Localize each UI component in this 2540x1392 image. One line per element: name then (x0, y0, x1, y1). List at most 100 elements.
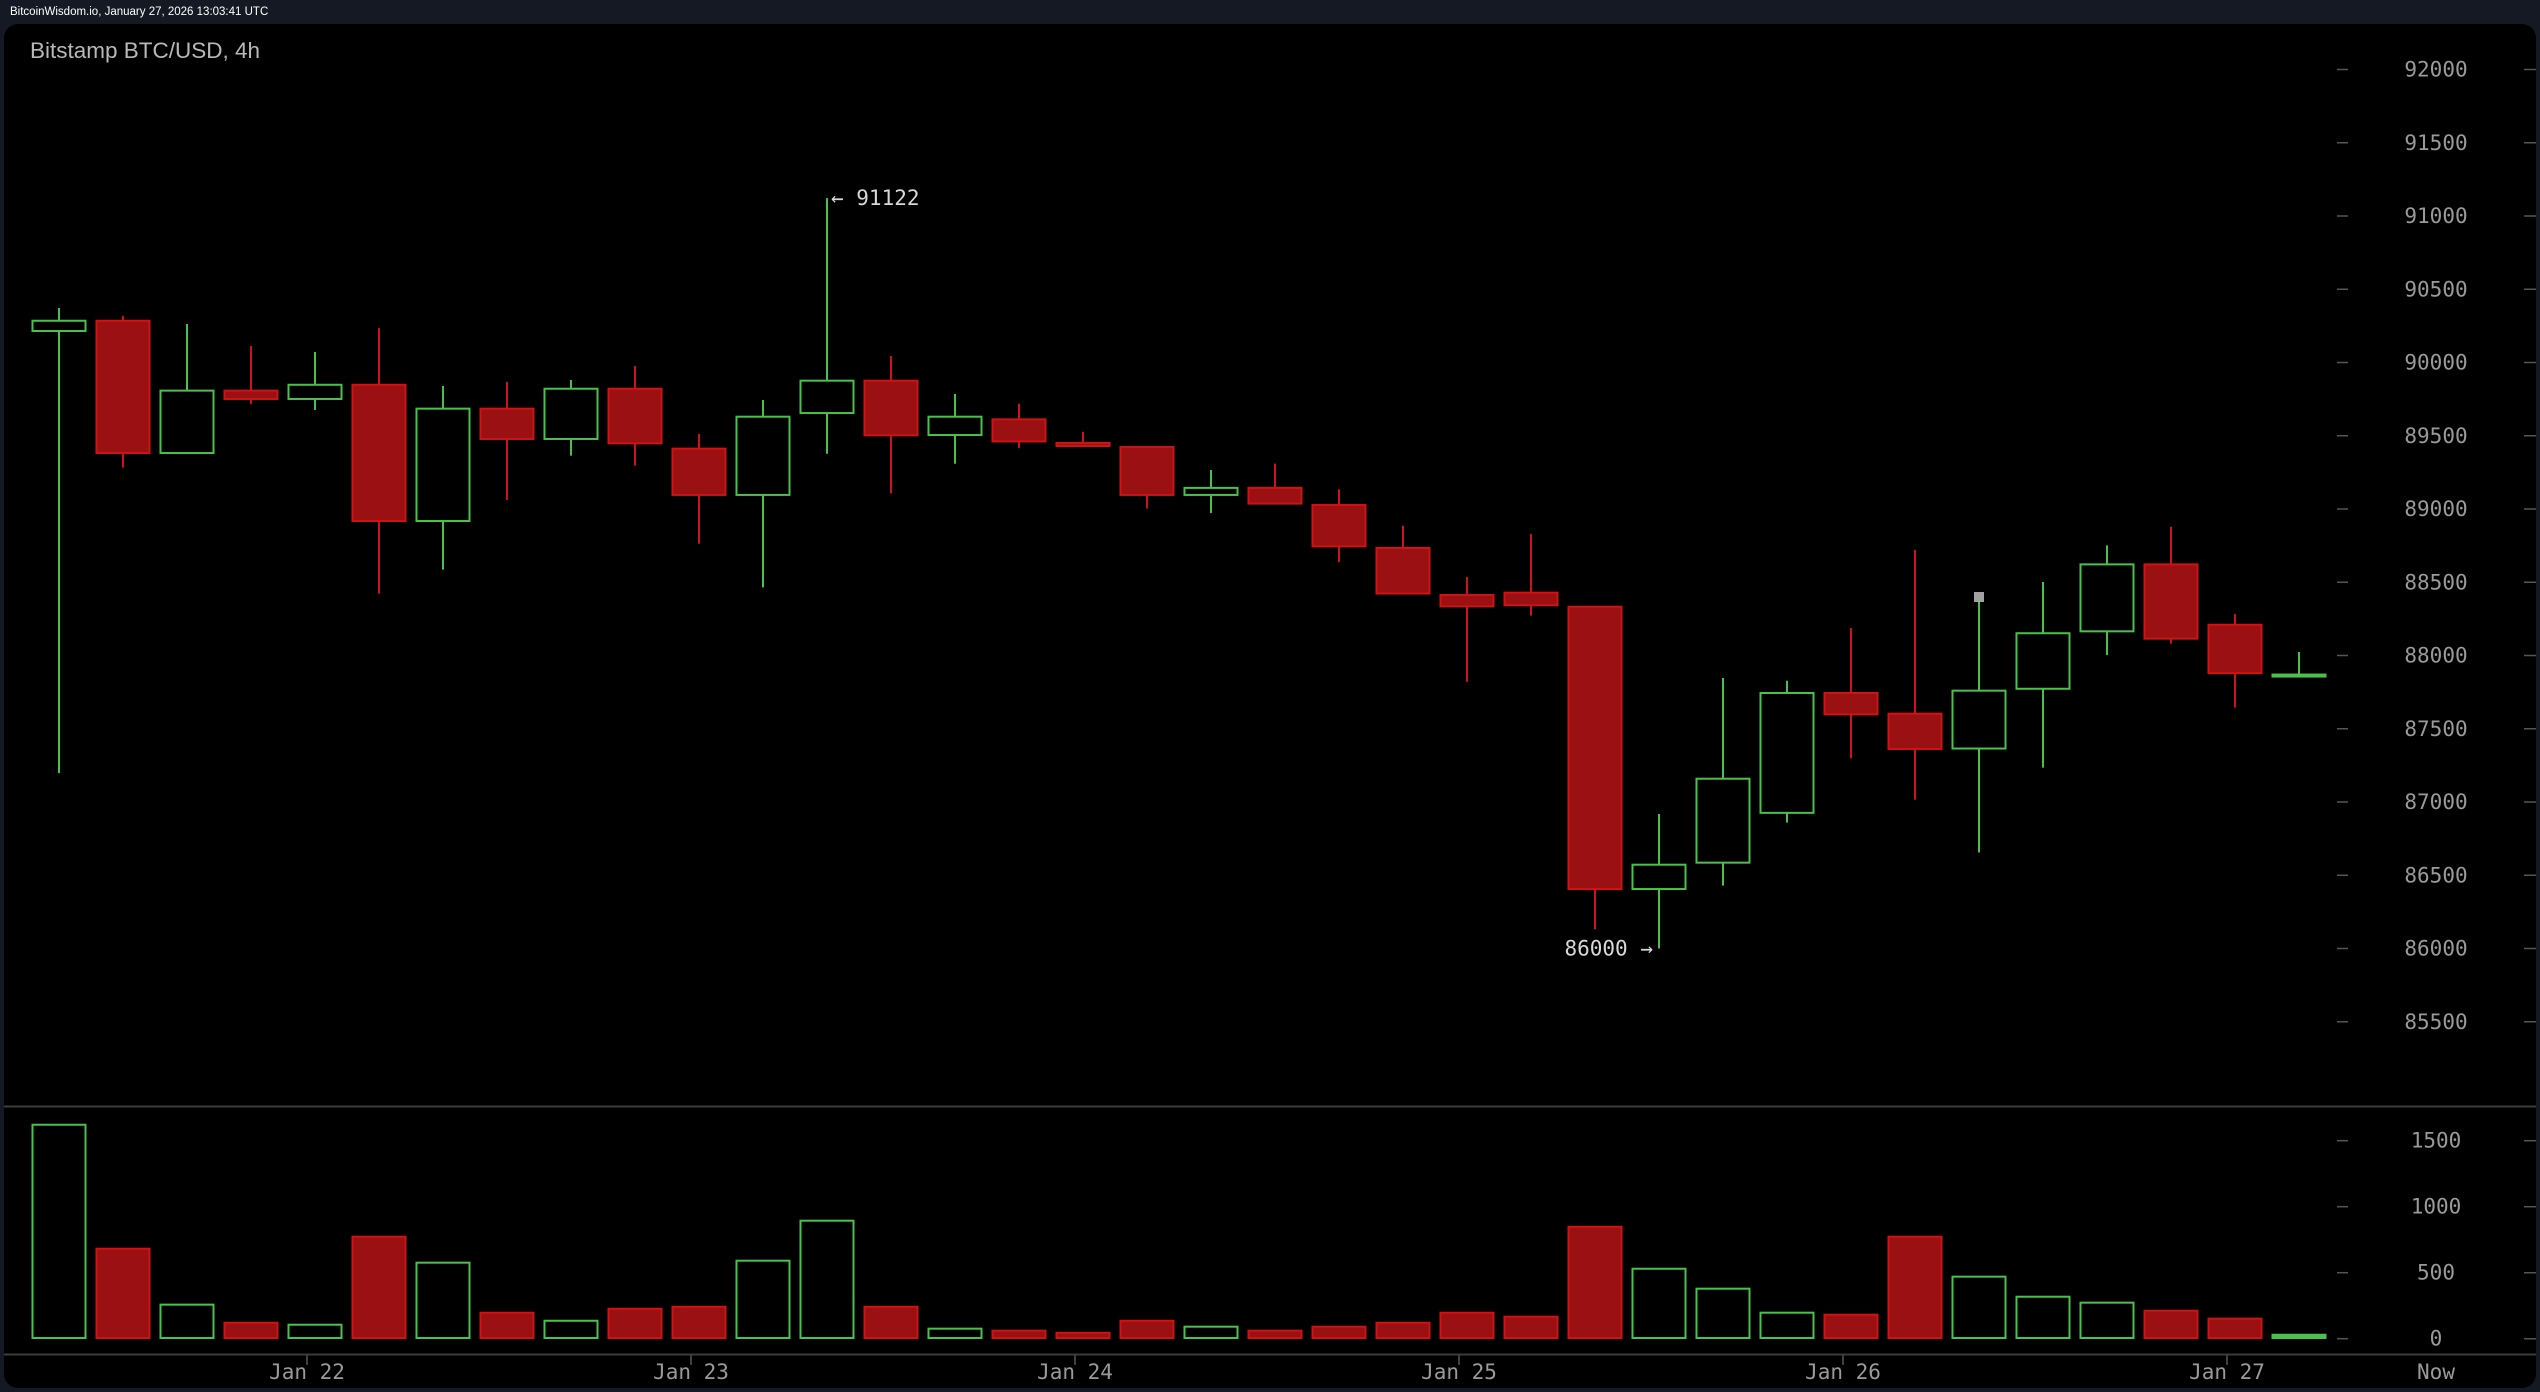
volume-bar-up (1631, 1267, 1687, 1339)
candle (1823, 627, 1879, 759)
header-text: BitcoinWisdom.io, January 27, 2026 13:03… (10, 6, 269, 18)
candle (1887, 549, 1943, 800)
candle (2143, 526, 2199, 644)
price-annotations: ← 91122 86000 → (831, 186, 1653, 960)
candle (607, 366, 663, 466)
candle-body-down (95, 319, 151, 455)
volume-bar-down (1375, 1321, 1431, 1340)
volume-bar-down (95, 1247, 151, 1340)
candle-body-up (415, 407, 471, 523)
period-high-label: ← 91122 (831, 186, 920, 210)
time-tick-label: Jan 27 (2189, 1360, 2265, 1384)
candle-body-down (479, 407, 535, 440)
volume-bar-up (2271, 1333, 2327, 1339)
chart-panel: Bitstamp BTC/USD, 4h 92000 91500 91000 9050… (4, 24, 2536, 1388)
period-low-label: 86000 → (1564, 937, 1653, 961)
volume-bar-up (31, 1123, 87, 1340)
candle (543, 379, 599, 456)
candle (1183, 470, 1239, 513)
volume-tick-label: 1500 (2411, 1129, 2462, 1153)
price-tick-label: 87000 (2404, 790, 2467, 814)
candle-body-up (735, 415, 791, 496)
volume-bar-down (863, 1305, 919, 1339)
volume-bar-up (1759, 1311, 1815, 1340)
candle (95, 316, 151, 468)
candle-body-down (1055, 441, 1111, 448)
candle (1311, 489, 1367, 563)
time-tick-label: Jan 22 (269, 1360, 345, 1384)
panel-dividers (4, 1105, 2536, 1356)
candle (287, 351, 343, 410)
volume-bar-down (223, 1321, 279, 1340)
candle-body-up (1951, 689, 2007, 750)
candle-body-up (159, 389, 215, 455)
price-tick-label: 90500 (2404, 277, 2467, 301)
candle-body-up (799, 379, 855, 415)
volume-bar-down (607, 1307, 663, 1339)
candle-body-down (1823, 692, 1879, 716)
price-tick-label: 91000 (2404, 204, 2467, 228)
gray-square-marker (1974, 592, 1984, 603)
candle (2207, 614, 2263, 708)
volume-axis: 1500 1000 500 0 (2337, 1129, 2536, 1351)
candle (223, 345, 279, 404)
volume-bar-down (2207, 1317, 2263, 1339)
volume-bar-up (415, 1261, 471, 1339)
candle (927, 393, 983, 464)
price-tick-label: 90000 (2404, 351, 2467, 375)
candle-body-up (927, 415, 983, 437)
volume-bar-down (991, 1329, 1047, 1339)
candle (31, 308, 87, 774)
candle-body-up (1695, 777, 1751, 864)
price-tick-label: 92000 (2404, 58, 2467, 82)
volume-bar-up (799, 1219, 855, 1340)
price-tick-label: 91500 (2404, 131, 2467, 155)
volume-bar-down (1503, 1315, 1559, 1340)
candle (159, 323, 215, 455)
volume-bar-down (1823, 1313, 1879, 1340)
chart-canvas[interactable]: 92000 91500 91000 90500 90000 89500 89000 88500… (4, 24, 2536, 1388)
candle (735, 400, 791, 588)
candle-body-down (671, 447, 727, 496)
time-tick-label: Jan 23 (653, 1360, 729, 1384)
volume-bar-up (1695, 1287, 1751, 1339)
price-tick-label: 88500 (2404, 570, 2467, 594)
candle-body-down (863, 379, 919, 437)
volume-bar-up (2079, 1301, 2135, 1339)
candle-body-down (2143, 563, 2199, 640)
volume-bar-up (2015, 1295, 2071, 1339)
volume-bar-down (671, 1305, 727, 1339)
volume-tick-label: 0 (2430, 1327, 2443, 1351)
volume-bar-down (2143, 1309, 2199, 1339)
candle-body-up (2079, 563, 2135, 633)
price-tick-label: 89000 (2404, 497, 2467, 521)
candle-body-up (1759, 692, 1815, 814)
price-tick-label: 89500 (2404, 424, 2467, 448)
candle (1055, 431, 1111, 448)
candle (415, 385, 471, 570)
candle (799, 198, 855, 454)
candle-body-down (351, 383, 407, 523)
volume-bar-down (1119, 1319, 1175, 1340)
candle-body-down (1439, 593, 1495, 608)
volume-bar-up (735, 1259, 791, 1339)
volume-bar-up (1183, 1325, 1239, 1339)
volume-bar-down (1055, 1331, 1111, 1340)
volume-bar-down (351, 1235, 407, 1339)
volume-tick-label: 500 (2417, 1261, 2455, 1285)
candle (1631, 814, 1687, 949)
candle (479, 381, 535, 501)
volume-bar-down (1567, 1225, 1623, 1340)
volume-bar-down (479, 1311, 535, 1340)
time-tick-label: Now (2417, 1360, 2455, 1384)
candle (1695, 678, 1751, 886)
price-tick-label: 86500 (2404, 863, 2467, 887)
time-tick-label: Jan 26 (1805, 1360, 1881, 1384)
price-tick-label: 86000 (2404, 937, 2467, 961)
candlestick-series (31, 198, 2327, 949)
candle (1247, 463, 1303, 505)
candle (1567, 605, 1623, 930)
volume-bar-up (159, 1303, 215, 1340)
candle-body-down (1119, 446, 1175, 496)
candle-body-down (1503, 591, 1559, 607)
